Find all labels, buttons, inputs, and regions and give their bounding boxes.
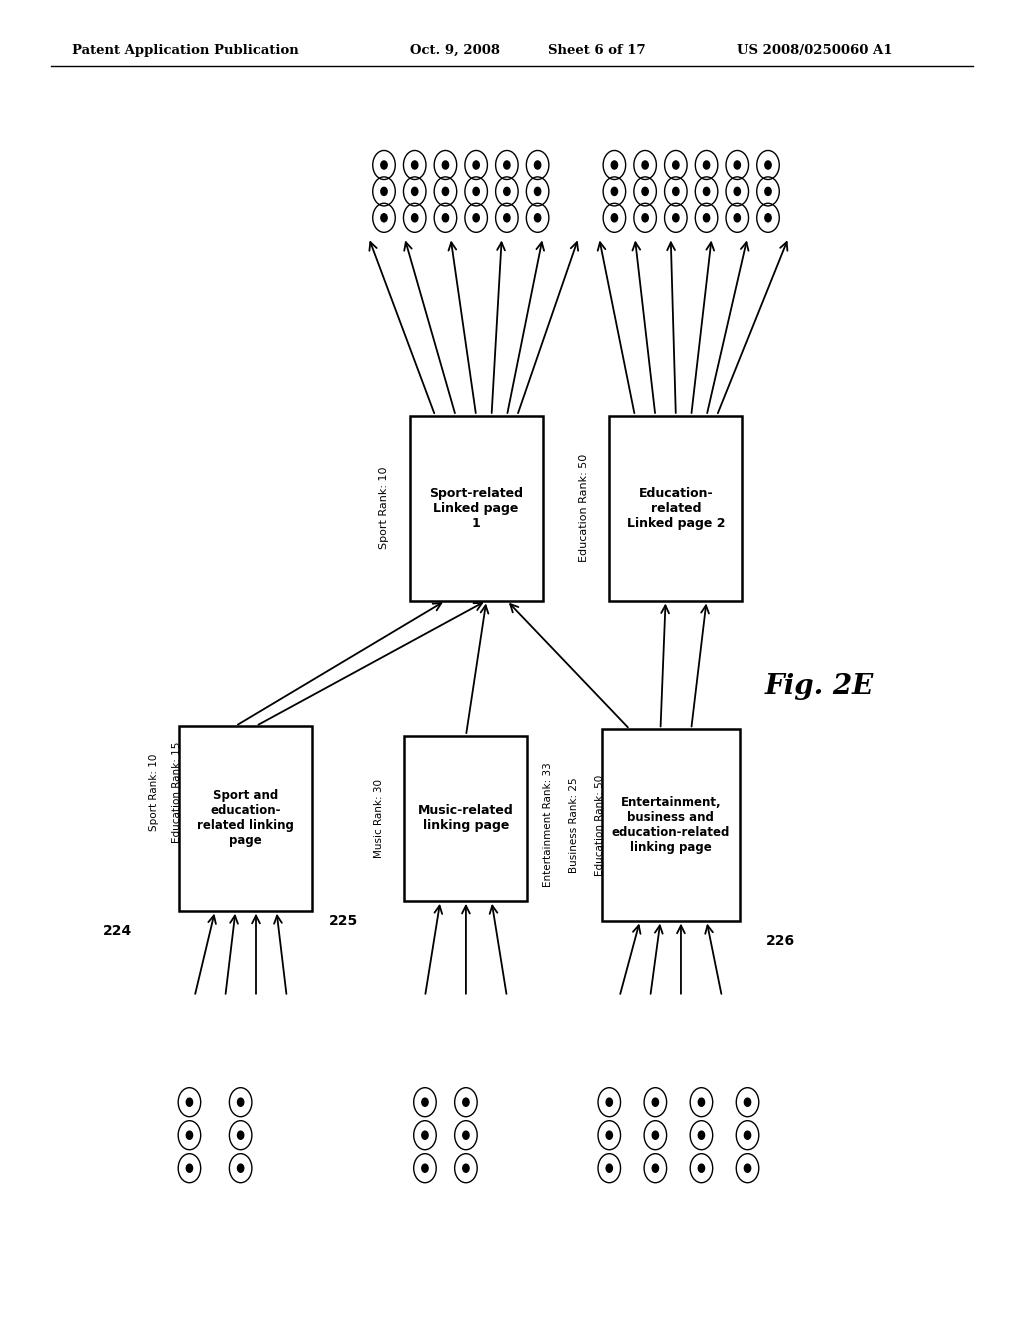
Circle shape — [381, 161, 387, 169]
Text: Education-
related
Linked page 2: Education- related Linked page 2 — [627, 487, 725, 529]
Text: Oct. 9, 2008: Oct. 9, 2008 — [410, 44, 500, 57]
Text: Sport Rank: 10: Sport Rank: 10 — [379, 467, 389, 549]
Circle shape — [238, 1164, 244, 1172]
Text: Sheet 6 of 17: Sheet 6 of 17 — [548, 44, 645, 57]
Circle shape — [606, 1098, 612, 1106]
Circle shape — [422, 1164, 428, 1172]
Circle shape — [734, 214, 740, 222]
Circle shape — [703, 161, 710, 169]
Circle shape — [381, 187, 387, 195]
Circle shape — [186, 1164, 193, 1172]
Circle shape — [412, 214, 418, 222]
Text: Music Rank: 30: Music Rank: 30 — [374, 779, 384, 858]
Text: Music-related
linking page: Music-related linking page — [418, 804, 514, 833]
Circle shape — [535, 161, 541, 169]
Text: 225: 225 — [329, 913, 357, 928]
Circle shape — [765, 187, 771, 195]
Text: Business Rank: 25: Business Rank: 25 — [569, 777, 579, 873]
FancyBboxPatch shape — [404, 737, 527, 900]
Circle shape — [765, 161, 771, 169]
Text: 224: 224 — [103, 924, 132, 939]
Circle shape — [642, 214, 648, 222]
Text: Patent Application Publication: Patent Application Publication — [72, 44, 298, 57]
Circle shape — [611, 214, 617, 222]
Circle shape — [673, 214, 679, 222]
Circle shape — [535, 187, 541, 195]
Circle shape — [734, 187, 740, 195]
Circle shape — [473, 214, 479, 222]
Circle shape — [504, 161, 510, 169]
Circle shape — [703, 187, 710, 195]
Circle shape — [652, 1131, 658, 1139]
Circle shape — [473, 187, 479, 195]
Circle shape — [238, 1098, 244, 1106]
Text: Entertainment,
business and
education-related
linking page: Entertainment, business and education-re… — [611, 796, 730, 854]
Circle shape — [673, 187, 679, 195]
Circle shape — [463, 1131, 469, 1139]
Circle shape — [611, 187, 617, 195]
Circle shape — [611, 161, 617, 169]
Circle shape — [442, 161, 449, 169]
Text: Education Rank: 50: Education Rank: 50 — [579, 454, 589, 562]
Text: Fig. 2E: Fig. 2E — [765, 673, 873, 700]
Circle shape — [652, 1164, 658, 1172]
Circle shape — [744, 1098, 751, 1106]
Circle shape — [703, 214, 710, 222]
Text: Entertainment Rank: 33: Entertainment Rank: 33 — [544, 763, 553, 887]
Circle shape — [442, 214, 449, 222]
Circle shape — [642, 187, 648, 195]
Circle shape — [606, 1131, 612, 1139]
Text: Sport Rank: 10: Sport Rank: 10 — [148, 754, 159, 830]
Circle shape — [186, 1098, 193, 1106]
Circle shape — [642, 161, 648, 169]
Circle shape — [422, 1098, 428, 1106]
Circle shape — [412, 187, 418, 195]
Circle shape — [734, 161, 740, 169]
FancyBboxPatch shape — [609, 416, 742, 601]
Text: Sport-related
Linked page
1: Sport-related Linked page 1 — [429, 487, 523, 529]
FancyBboxPatch shape — [179, 726, 312, 911]
Circle shape — [698, 1164, 705, 1172]
Text: Education Rank: 15: Education Rank: 15 — [172, 742, 182, 842]
Text: US 2008/0250060 A1: US 2008/0250060 A1 — [737, 44, 893, 57]
Text: 226: 226 — [766, 935, 796, 948]
Circle shape — [463, 1098, 469, 1106]
Circle shape — [744, 1131, 751, 1139]
Circle shape — [238, 1131, 244, 1139]
Circle shape — [673, 161, 679, 169]
Circle shape — [698, 1098, 705, 1106]
Circle shape — [463, 1164, 469, 1172]
Text: Education Rank: 50: Education Rank: 50 — [595, 775, 604, 875]
Circle shape — [381, 214, 387, 222]
Circle shape — [744, 1164, 751, 1172]
Circle shape — [186, 1131, 193, 1139]
FancyBboxPatch shape — [410, 416, 543, 601]
Circle shape — [765, 214, 771, 222]
Circle shape — [698, 1131, 705, 1139]
Circle shape — [504, 214, 510, 222]
Circle shape — [422, 1131, 428, 1139]
Text: Sport and
education-
related linking
page: Sport and education- related linking pag… — [198, 789, 294, 847]
Circle shape — [473, 161, 479, 169]
Circle shape — [412, 161, 418, 169]
Circle shape — [652, 1098, 658, 1106]
Circle shape — [504, 187, 510, 195]
Circle shape — [535, 214, 541, 222]
Circle shape — [606, 1164, 612, 1172]
FancyBboxPatch shape — [602, 729, 739, 921]
Circle shape — [442, 187, 449, 195]
